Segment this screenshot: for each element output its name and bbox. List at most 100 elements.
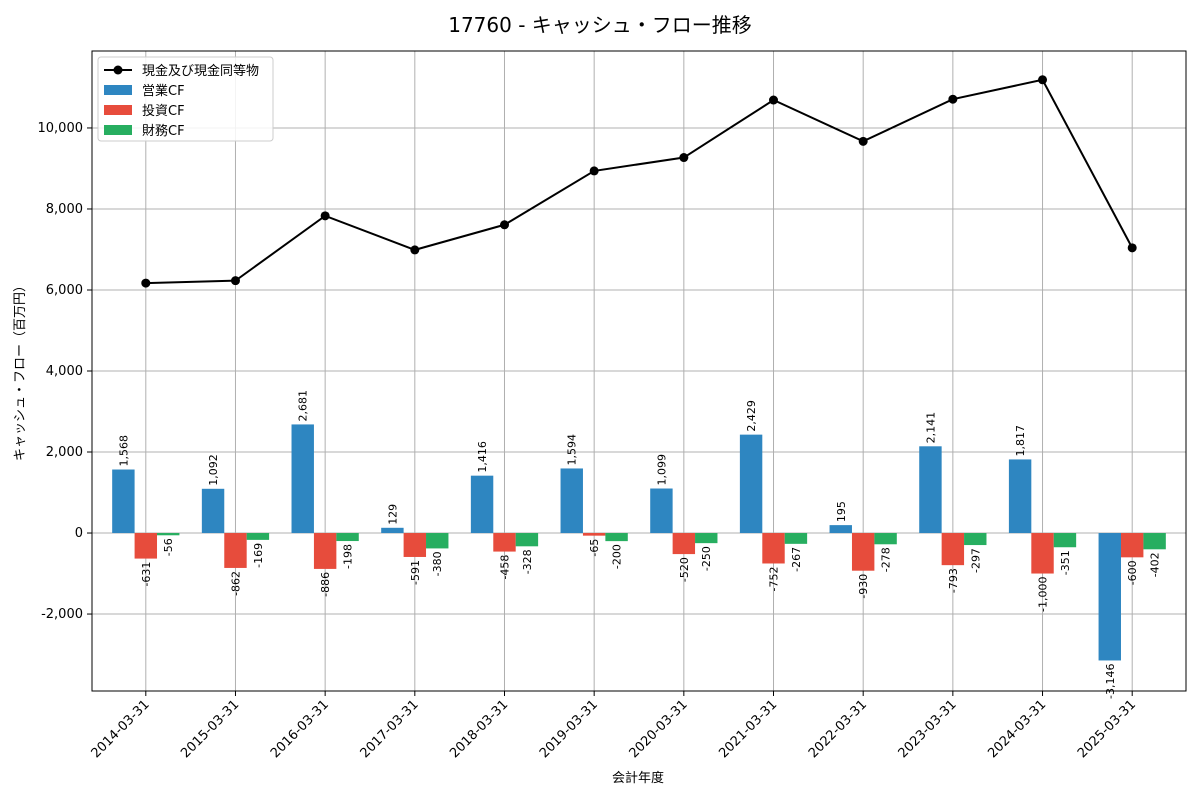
x-tick-label: 2025-03-31 xyxy=(1075,697,1139,761)
y-tick-label: 10,000 xyxy=(38,121,84,136)
x-tick-label: 2014-03-31 xyxy=(89,697,153,761)
data-label: 129 xyxy=(386,504,399,525)
cash-point xyxy=(679,153,689,163)
cash-point xyxy=(1038,75,1048,85)
data-label: 1,568 xyxy=(117,435,130,467)
data-label: -886 xyxy=(319,572,332,597)
x-tick-label: 2022-03-31 xyxy=(806,697,870,761)
data-label: 2,141 xyxy=(924,412,937,444)
legend-label: 投資CF xyxy=(142,103,185,119)
x-tick-label: 2015-03-31 xyxy=(178,697,242,761)
cash-point xyxy=(858,136,868,146)
cash-point xyxy=(499,220,509,230)
cash-line xyxy=(145,78,1134,285)
y-tick-label: -2,000 xyxy=(41,607,83,622)
legend-swatch-marker xyxy=(113,65,123,75)
cash-point xyxy=(589,166,599,176)
data-label: -600 xyxy=(1126,560,1139,585)
chart-title: 17760 - キャッシュ・フロー推移 xyxy=(448,13,752,37)
data-label: -862 xyxy=(229,571,242,596)
legend-swatch xyxy=(104,105,132,115)
cash-point xyxy=(769,95,779,105)
bar xyxy=(829,525,852,534)
bar xyxy=(493,533,516,552)
data-label: -297 xyxy=(969,548,982,573)
bar xyxy=(112,469,135,534)
data-label: 1,416 xyxy=(476,441,489,472)
bar xyxy=(426,533,449,549)
bar xyxy=(941,533,965,566)
y-tick-label: 8,000 xyxy=(46,202,83,217)
y-tick-label: 2,000 xyxy=(46,445,83,460)
cash-point xyxy=(230,276,240,286)
data-label: 1,594 xyxy=(566,434,579,466)
data-label: -200 xyxy=(611,544,624,569)
x-axis-label: 会計年度 xyxy=(612,770,664,786)
data-label: -591 xyxy=(409,560,422,585)
bar xyxy=(403,533,427,557)
x-tick-label: 2018-03-31 xyxy=(447,697,511,761)
data-label: -198 xyxy=(342,544,355,569)
bars-group xyxy=(112,424,1166,661)
data-label: -328 xyxy=(521,549,534,574)
data-label: -65 xyxy=(588,539,601,557)
data-label: 1,099 xyxy=(655,454,668,486)
bar xyxy=(1120,533,1144,558)
data-label: -250 xyxy=(700,546,713,571)
data-label: -402 xyxy=(1149,552,1162,577)
bar xyxy=(582,533,606,536)
bar xyxy=(381,527,404,534)
x-tick-label: 2019-03-31 xyxy=(537,697,601,761)
x-tick-label: 2016-03-31 xyxy=(268,697,332,761)
cash-point xyxy=(1127,243,1137,253)
data-label: -56 xyxy=(162,538,175,556)
bar xyxy=(246,533,270,540)
legend-label: 現金及び現金同等物 xyxy=(142,63,259,79)
x-tick-label: 2017-03-31 xyxy=(358,697,422,761)
cash-point xyxy=(410,245,420,255)
bar xyxy=(784,533,808,544)
axes-group: -2,000 0 2,000 4,000 6,000 8,000 10,000 2014-03… xyxy=(38,121,1140,761)
bar xyxy=(762,533,785,564)
bar xyxy=(851,533,875,571)
legend-swatch xyxy=(104,125,132,135)
bar xyxy=(134,533,158,559)
y-tick-label: 4,000 xyxy=(46,364,83,379)
bar xyxy=(515,533,539,547)
data-label: -169 xyxy=(252,543,265,568)
legend-label: 財務CF xyxy=(142,124,185,139)
bar xyxy=(1008,459,1032,534)
bar xyxy=(964,533,987,546)
y-tick-label: 0 xyxy=(75,526,83,541)
y-tick-label: 6,000 xyxy=(46,283,83,298)
bar xyxy=(874,533,897,545)
bar xyxy=(605,533,628,542)
data-label: 195 xyxy=(835,501,848,522)
x-tick-label: 2020-03-31 xyxy=(627,697,691,761)
bar xyxy=(650,488,673,534)
bar xyxy=(1053,533,1077,548)
data-label: -752 xyxy=(768,566,781,591)
bar xyxy=(695,533,718,544)
y-axis-label: キャッシュ・フロー（百万円） xyxy=(13,279,28,461)
data-label: -930 xyxy=(857,574,870,599)
data-label: -793 xyxy=(947,568,960,593)
bar xyxy=(1098,533,1121,661)
bar xyxy=(739,434,763,534)
bar xyxy=(560,468,583,534)
data-label: -351 xyxy=(1059,550,1072,575)
data-label: -520 xyxy=(678,557,691,582)
cash-point xyxy=(141,278,151,288)
data-label: 2,429 xyxy=(745,400,758,432)
legend-swatch xyxy=(104,85,132,95)
data-label: -278 xyxy=(880,547,893,572)
bar xyxy=(672,533,696,555)
data-label: 1,092 xyxy=(207,454,220,486)
data-label: -380 xyxy=(431,551,444,576)
data-label: 1,817 xyxy=(1014,425,1027,457)
x-tick-label: 2021-03-31 xyxy=(716,697,780,761)
x-tick-label: 2024-03-31 xyxy=(985,697,1049,761)
cash-point xyxy=(948,94,958,104)
bar xyxy=(1143,533,1166,550)
